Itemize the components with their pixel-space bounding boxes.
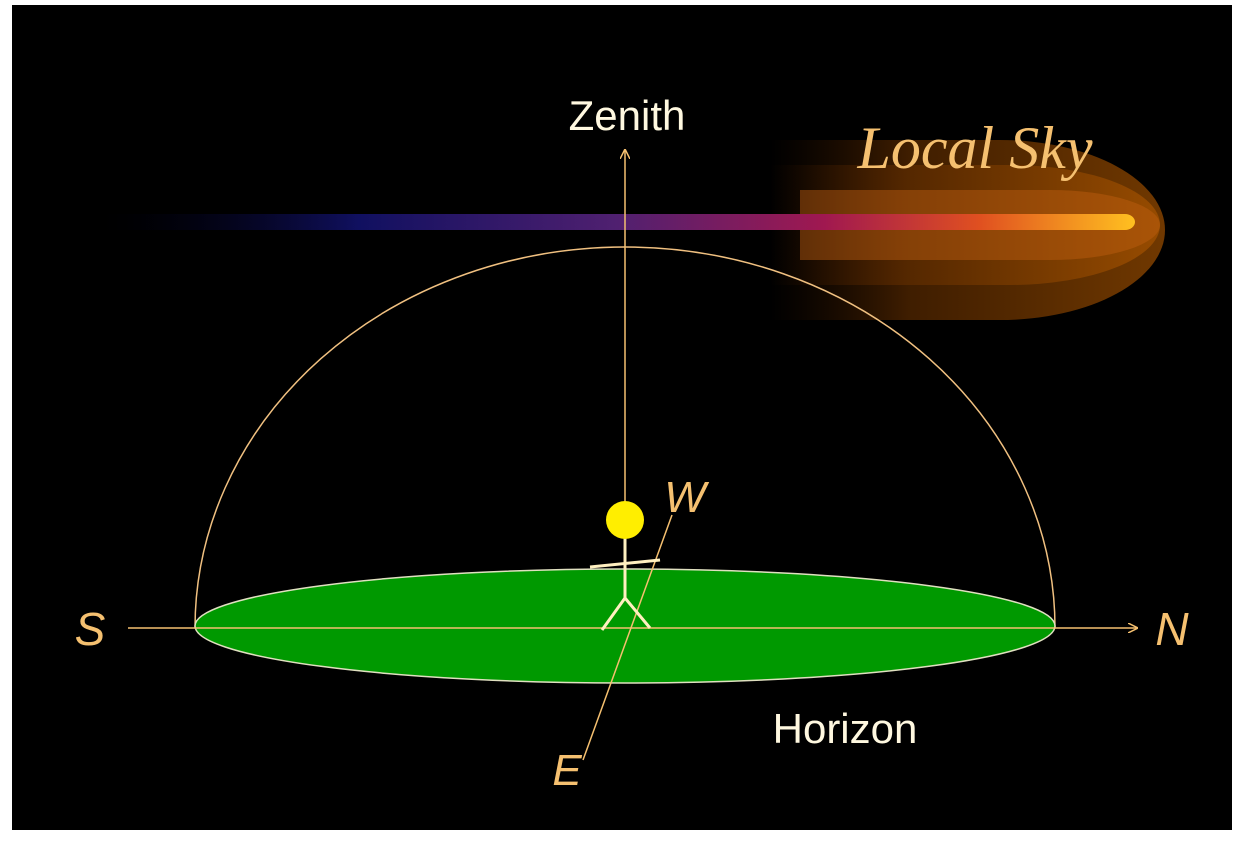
- comet-glow: [100, 140, 1165, 320]
- north-label: N: [1155, 603, 1189, 655]
- observer-head: [606, 501, 644, 539]
- east-label: E: [552, 746, 582, 795]
- south-label: S: [75, 603, 106, 655]
- west-label: W: [664, 473, 709, 522]
- zenith-label: Zenith: [569, 92, 686, 139]
- east-west-axis: [582, 514, 673, 761]
- observer: [589, 538, 661, 631]
- horizon-label: Horizon: [773, 705, 918, 752]
- title: Local Sky: [857, 115, 1093, 181]
